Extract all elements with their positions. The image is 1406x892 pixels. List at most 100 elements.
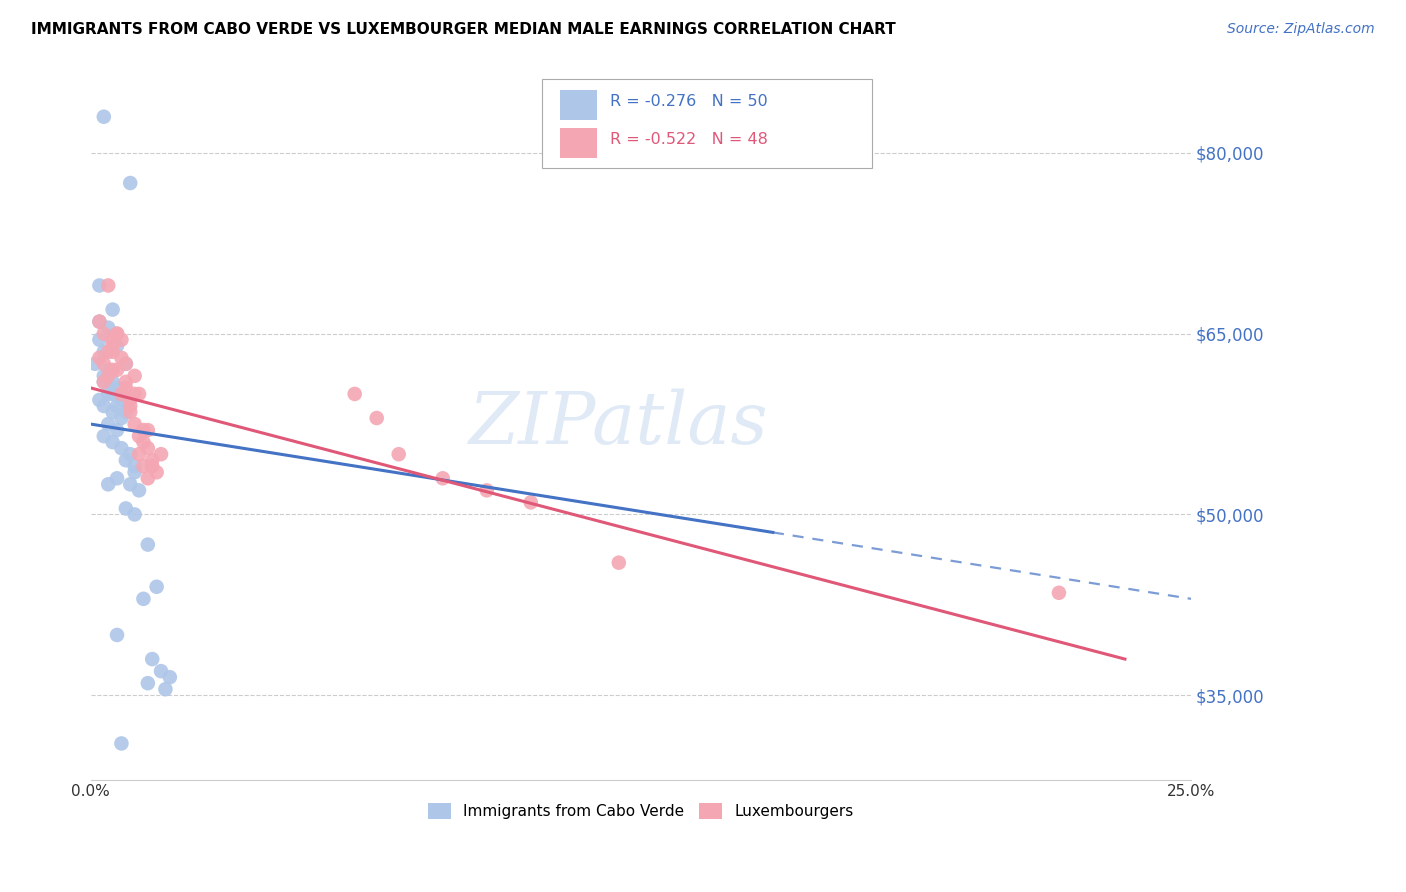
Point (101, 333, 124, 347)
Point (114, 357, 136, 371)
Point (141, 652, 163, 666)
Point (366, 411, 388, 425)
Point (141, 453, 163, 467)
Point (114, 381, 136, 395)
Point (97, 477, 120, 491)
Point (110, 392, 132, 407)
Point (105, 423, 128, 437)
Point (101, 363, 124, 377)
FancyBboxPatch shape (541, 79, 872, 168)
Point (120, 392, 142, 407)
Point (101, 344, 124, 359)
Point (101, 339, 124, 353)
Point (136, 538, 159, 552)
Point (128, 447, 150, 461)
Point (128, 387, 150, 401)
Point (132, 423, 155, 437)
Point (105, 363, 128, 377)
Point (132, 435, 155, 450)
Point (432, 471, 454, 485)
Point (93, 368, 115, 383)
Point (114, 501, 136, 516)
Point (97, 387, 120, 401)
Point (101, 302, 124, 317)
Point (120, 399, 142, 413)
Point (93, 357, 115, 371)
Point (89, 392, 111, 407)
Point (128, 429, 150, 443)
Point (124, 417, 146, 431)
Point (97, 320, 120, 334)
Point (97, 368, 120, 383)
Point (124, 508, 146, 522)
Point (155, 682, 177, 697)
Point (105, 399, 128, 413)
Point (150, 664, 173, 678)
Point (105, 339, 128, 353)
Point (475, 483, 498, 498)
Point (89, 333, 111, 347)
Point (1047, 586, 1070, 600)
Point (150, 447, 173, 461)
Point (97, 344, 120, 359)
Point (110, 387, 132, 401)
Point (110, 441, 132, 455)
Point (93, 344, 115, 359)
Bar (561, 128, 596, 158)
Point (124, 368, 146, 383)
Point (97, 417, 120, 431)
Point (84, 357, 107, 371)
Point (120, 447, 142, 461)
Point (607, 556, 630, 570)
Point (388, 447, 411, 461)
Point (120, 477, 142, 491)
Text: IMMIGRANTS FROM CABO VERDE VS LUXEMBOURGER MEDIAN MALE EARNINGS CORRELATION CHAR: IMMIGRANTS FROM CABO VERDE VS LUXEMBOURG… (31, 22, 896, 37)
Point (124, 459, 146, 474)
Point (93, 326, 115, 341)
Point (93, 375, 115, 389)
Bar (561, 90, 596, 120)
Point (93, 429, 115, 443)
Point (105, 326, 128, 341)
Point (97, 278, 120, 293)
Point (120, 405, 142, 419)
Text: ZIPatlas: ZIPatlas (470, 389, 769, 459)
Point (97, 363, 120, 377)
Point (141, 459, 163, 474)
Point (105, 628, 128, 642)
Point (89, 351, 111, 365)
Point (105, 381, 128, 395)
Point (145, 465, 167, 479)
Point (145, 580, 167, 594)
Point (114, 375, 136, 389)
Point (136, 471, 159, 485)
Point (136, 423, 159, 437)
Point (110, 736, 132, 750)
Point (120, 176, 142, 190)
Point (89, 278, 111, 293)
Point (101, 387, 124, 401)
Point (132, 459, 155, 474)
Text: Source: ZipAtlas.com: Source: ZipAtlas.com (1227, 22, 1375, 37)
Point (105, 471, 128, 485)
Point (159, 670, 181, 684)
Point (132, 591, 155, 606)
Point (101, 375, 124, 389)
Point (89, 315, 111, 329)
Point (93, 110, 115, 124)
Point (93, 375, 115, 389)
Point (114, 357, 136, 371)
Point (124, 465, 146, 479)
Point (114, 453, 136, 467)
Text: R = -0.276   N = 50: R = -0.276 N = 50 (610, 94, 768, 109)
Point (101, 405, 124, 419)
Point (105, 326, 128, 341)
Point (110, 333, 132, 347)
Point (114, 405, 136, 419)
Point (136, 676, 159, 690)
Legend: Immigrants from Cabo Verde, Luxembourgers: Immigrants from Cabo Verde, Luxembourger… (422, 797, 860, 825)
Point (110, 351, 132, 365)
Point (89, 315, 111, 329)
Point (136, 441, 159, 455)
Point (101, 435, 124, 450)
